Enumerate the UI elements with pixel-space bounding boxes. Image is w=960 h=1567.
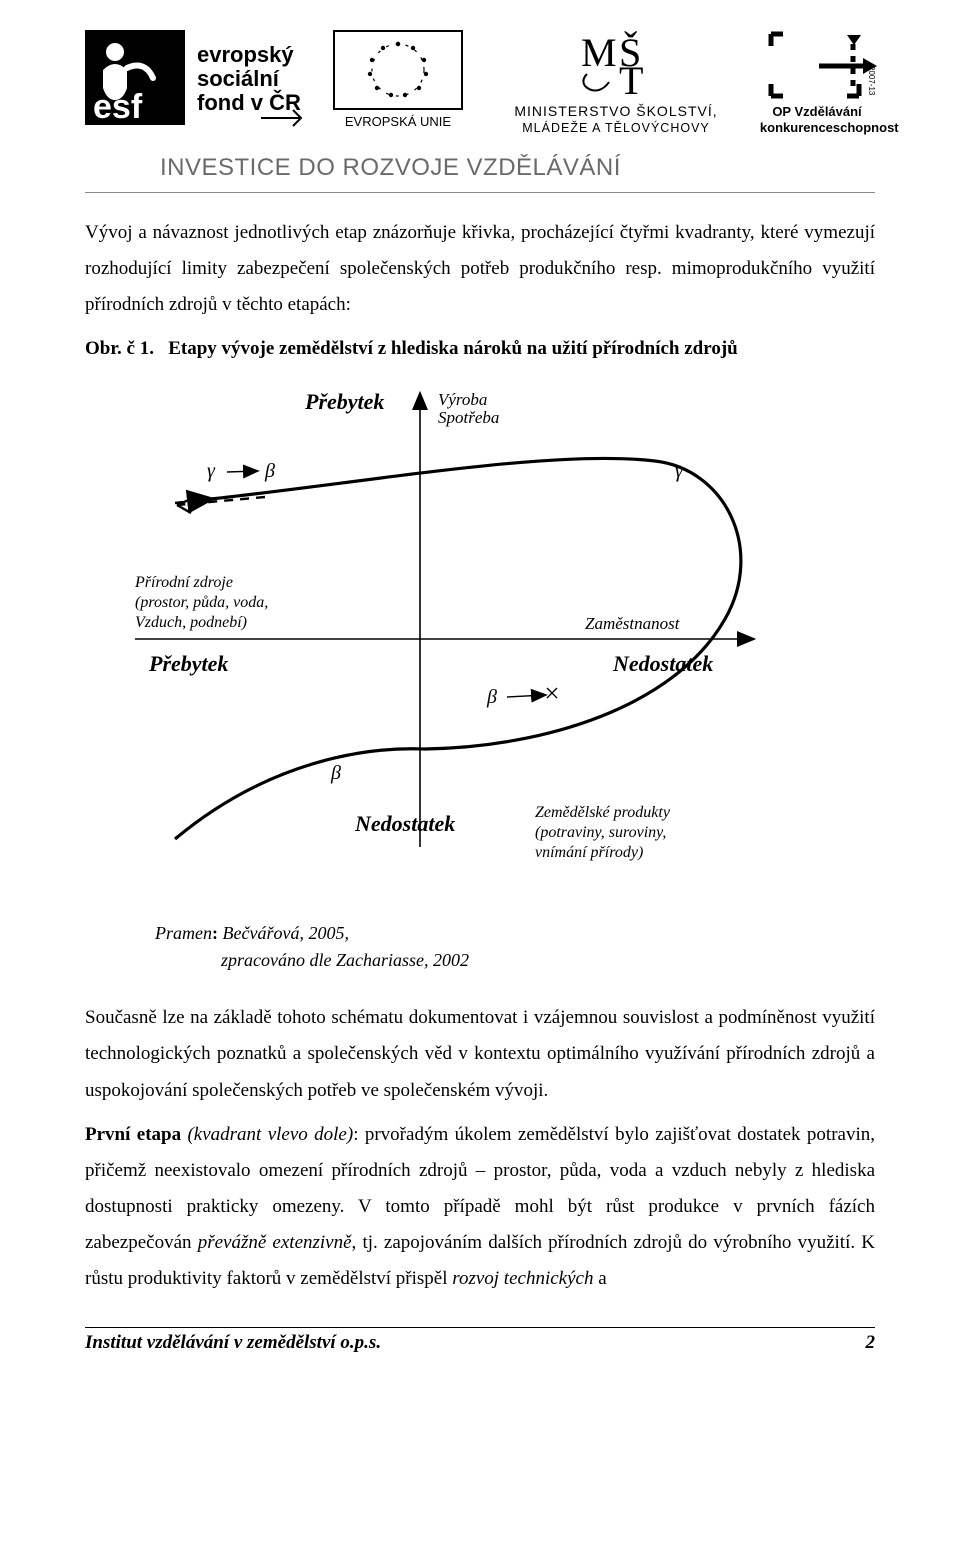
svg-text:Nedostatek: Nedostatek [354,811,455,836]
msmt-top-M: M [581,30,617,75]
quadrant-diagram: Přebytek VýrobaSpotřeba γ β γ Přírodní zdroje… [115,379,875,894]
msmt-logo: M Š T MINISTERSTVO ŠKOLSTVÍ, MLÁDEŽE A T… [501,30,731,140]
footer-rule [85,1327,875,1328]
eu-label: EVROPSKÁ UNIE [345,114,452,129]
paragraph-3: První etapa (kvadrant vlevo dole): prvoř… [85,1117,875,1297]
page-footer: Institut vzdělávání v zemědělství o.p.s.… [85,1327,875,1354]
msmt-top-T: T [619,58,643,103]
header-logo-row: esf evropský sociální fond v ČR [85,30,875,140]
svg-text:Přebytek: Přebytek [148,651,228,676]
svg-text:(prostor, půda, voda,: (prostor, půda, voda, [135,594,268,611]
svg-text:γ: γ [675,460,684,482]
svg-text:vnímání přírody): vnímání přírody) [535,844,643,861]
esf-text-1: evropský [197,42,294,67]
msmt-line2: MLÁDEŽE A TĚLOVÝCHOVY [522,120,710,135]
source-line2: zpracováno dle Zachariasse, 2002 [221,950,469,970]
svg-text:Výroba: Výroba [438,390,487,409]
figure-label-title: Etapy vývoje zemědělství z hlediska náro… [168,338,738,359]
p3-italic-2: převážně extenzivně [198,1232,352,1253]
svg-text:(potraviny, suroviny,: (potraviny, suroviny, [535,824,666,841]
svg-text:γ: γ [207,460,216,482]
figure-source: Pramen: Bečvářová, 2005, zpracováno dle … [155,920,875,974]
opvk-line2: pro konkurenceschopnost [757,120,899,135]
svg-text:Přebytek: Přebytek [304,389,384,414]
svg-text:β: β [330,762,341,784]
eu-logo: EVROPSKÁ UNIE [333,30,463,130]
opvk-line1: OP Vzdělávání [772,104,862,119]
opvk-logo: 2007-13 OP Vzdělávání pro konkurencescho… [757,30,927,140]
esf-text-2: sociální [197,66,280,91]
esf-text-3: fond v ČR [197,90,301,115]
p3-span-3: a [593,1268,606,1289]
figure-label-number: Obr. č 1. [85,338,154,359]
p3-italic-1: (kvadrant vlevo dole) [181,1124,353,1145]
header-banner: INVESTICE DO ROZVOJE VZDĚLÁVÁNÍ [160,154,875,182]
footer-left: Institut vzdělávání v zemědělství o.p.s. [85,1332,381,1354]
svg-text:Nedostatek: Nedostatek [612,651,713,676]
esf-abbrev: esf [93,88,143,126]
svg-text:Spotřeba: Spotřeba [438,408,499,427]
source-label: Pramen [155,923,212,943]
esf-logo: esf evropský sociální fond v ČR [85,30,315,130]
p3-bold-lead: První etapa [85,1124,181,1145]
svg-text:Zemědělské produkty: Zemědělské produkty [535,804,671,821]
svg-text:Přírodní zdroje: Přírodní zdroje [134,574,233,591]
paragraph-1: Vývoj a návaznost jednotlivých etap znáz… [85,215,875,323]
figure-caption: Obr. č 1. Etapy vývoje zemědělství z hle… [85,331,875,367]
svg-text:β: β [486,686,497,708]
svg-text:Vzduch, podnebí): Vzduch, podnebí) [135,614,247,631]
paragraph-2: Současně lze na základě tohoto schématu … [85,1000,875,1108]
opvk-years: 2007-13 [867,66,876,96]
msmt-line1: MINISTERSTVO ŠKOLSTVÍ, [514,103,717,119]
svg-text:Zaměstnanost: Zaměstnanost [585,614,681,633]
source-line1: Bečvářová, 2005, [223,923,349,943]
header-rule [85,192,875,193]
body-text: Vývoj a návaznost jednotlivých etap znáz… [85,215,875,367]
footer-page-number: 2 [866,1332,876,1354]
p3-italic-3: rozvoj technických [452,1268,593,1289]
body-text-2: Současně lze na základě tohoto schématu … [85,1000,875,1297]
svg-text:β: β [264,460,275,482]
